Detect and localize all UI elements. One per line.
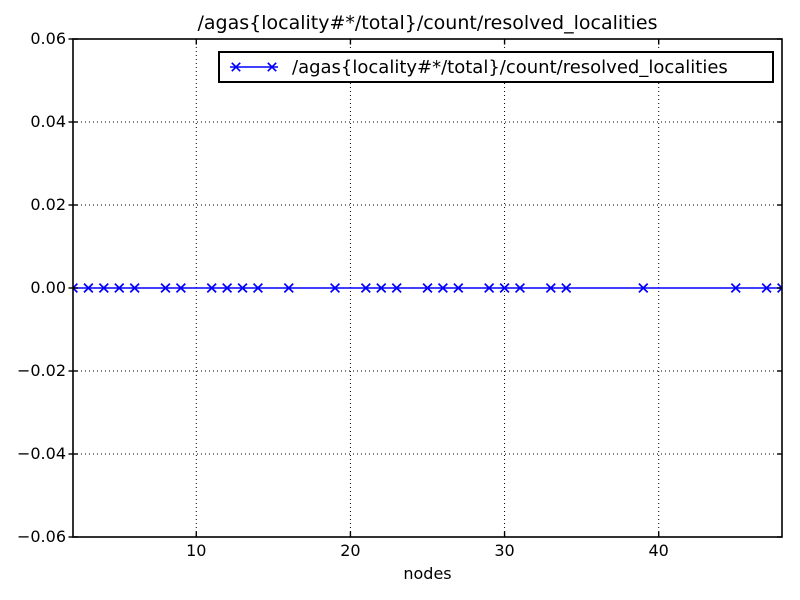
y-tick-label: 0.02 bbox=[30, 195, 66, 214]
x-axis-label: nodes bbox=[403, 564, 452, 583]
y-tick-label: 0.06 bbox=[30, 29, 66, 48]
legend-line-sample-icon bbox=[230, 62, 278, 72]
legend-label: /agas{locality#*/total}/count/resolved_l… bbox=[292, 56, 728, 78]
x-tick-label: 20 bbox=[340, 541, 361, 560]
legend: /agas{locality#*/total}/count/resolved_l… bbox=[218, 51, 774, 83]
y-tick-label: 0.04 bbox=[30, 112, 66, 131]
x-tick-label: 30 bbox=[494, 541, 515, 560]
y-tick-label: −0.06 bbox=[16, 527, 66, 546]
x-tick-label: 40 bbox=[648, 541, 669, 560]
y-tick-label: −0.02 bbox=[16, 361, 66, 380]
x-tick-label: 10 bbox=[186, 541, 207, 560]
tick-marks bbox=[68, 38, 782, 538]
y-tick-label: −0.04 bbox=[16, 444, 66, 463]
chart-title: /agas{locality#*/total}/count/resolved_l… bbox=[197, 12, 658, 34]
y-tick-label: 0.00 bbox=[30, 278, 66, 297]
data-series bbox=[73, 282, 782, 294]
